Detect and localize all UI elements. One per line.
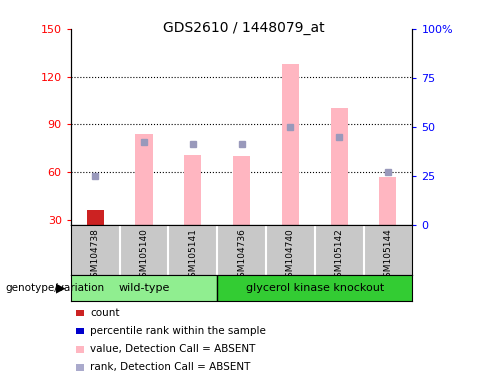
- Text: count: count: [90, 308, 120, 318]
- Text: GSM105140: GSM105140: [140, 228, 148, 283]
- Text: rank, Detection Call = ABSENT: rank, Detection Call = ABSENT: [90, 362, 251, 372]
- Text: GDS2610 / 1448079_at: GDS2610 / 1448079_at: [163, 21, 325, 35]
- Bar: [380, 177, 396, 225]
- Bar: [331, 108, 347, 225]
- Text: glycerol kinase knockout: glycerol kinase knockout: [245, 283, 384, 293]
- Text: GSM104736: GSM104736: [237, 228, 246, 283]
- Bar: [184, 155, 201, 225]
- Text: GSM104738: GSM104738: [91, 228, 100, 283]
- Text: percentile rank within the sample: percentile rank within the sample: [90, 326, 266, 336]
- Text: GSM105142: GSM105142: [335, 228, 344, 283]
- Text: GSM104740: GSM104740: [286, 228, 295, 283]
- Text: wild-type: wild-type: [118, 283, 170, 293]
- Text: GSM105144: GSM105144: [384, 228, 392, 283]
- Text: ▶: ▶: [56, 281, 66, 295]
- Text: value, Detection Call = ABSENT: value, Detection Call = ABSENT: [90, 344, 256, 354]
- Bar: [87, 210, 104, 225]
- Text: GSM105141: GSM105141: [188, 228, 197, 283]
- Bar: [233, 156, 250, 225]
- Text: genotype/variation: genotype/variation: [5, 283, 104, 293]
- Bar: [87, 210, 104, 225]
- Bar: [282, 64, 299, 225]
- Bar: [135, 134, 152, 225]
